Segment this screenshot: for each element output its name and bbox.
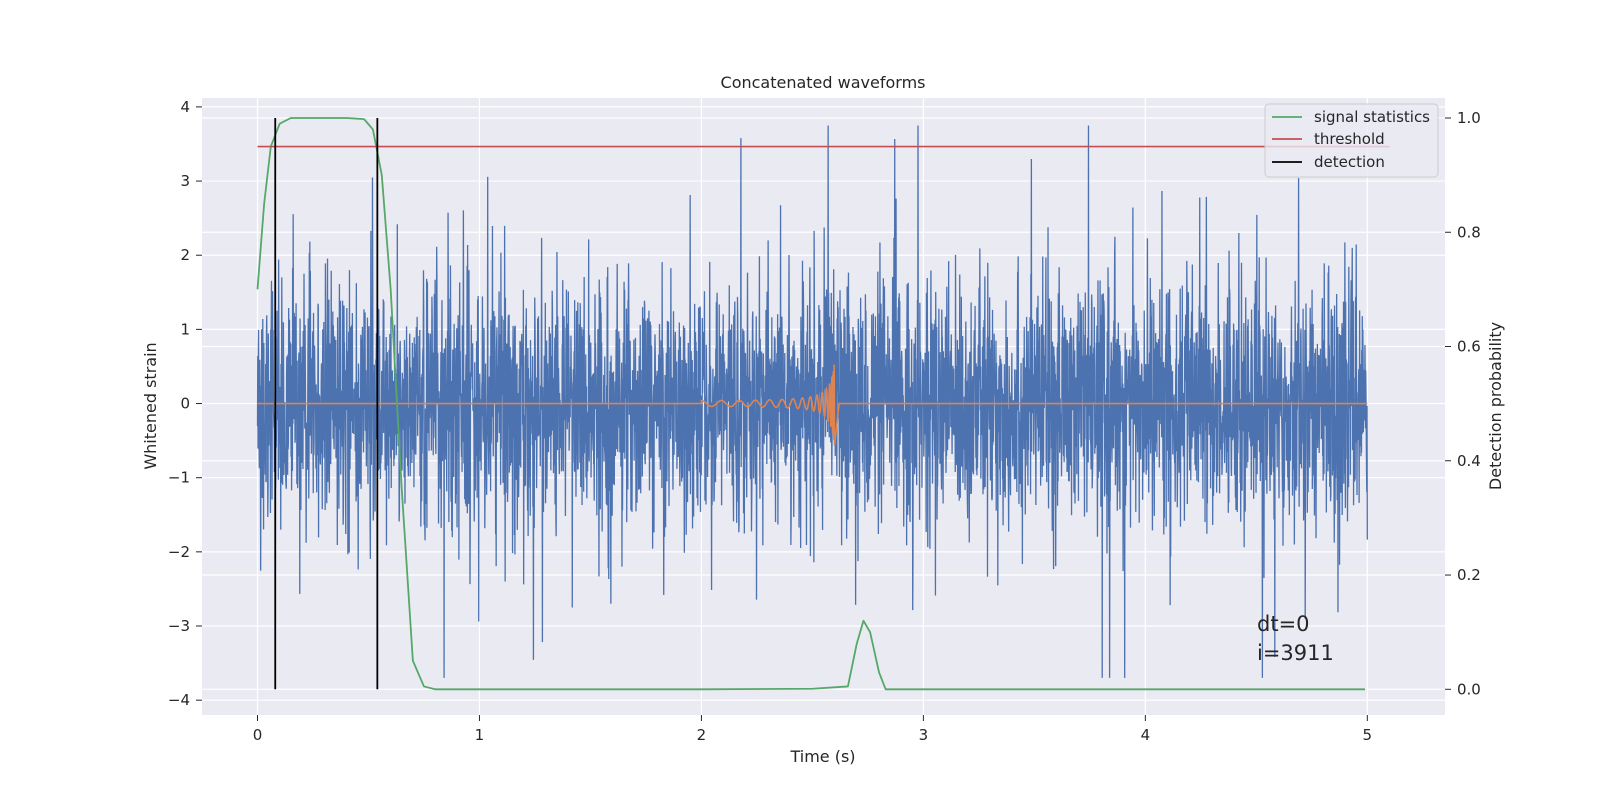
- y-tick-label-right: 1.0: [1457, 109, 1481, 127]
- annotation-index: i=3911: [1257, 641, 1334, 665]
- y-tick-label-left: −1: [168, 469, 190, 487]
- x-tick-label: 1: [475, 726, 485, 744]
- legend-label-signal-statistics: signal statistics: [1314, 108, 1430, 126]
- x-tick-label: 3: [919, 726, 929, 744]
- annotation-dt: dt=0: [1257, 612, 1310, 636]
- x-tick-label: 4: [1141, 726, 1151, 744]
- y-tick-label-left: 4: [180, 98, 190, 116]
- y-tick-label-left: 0: [180, 395, 190, 413]
- y-tick-label-left: 1: [180, 320, 190, 338]
- y-tick-label-right: 0.8: [1457, 223, 1481, 241]
- legend-label-threshold: threshold: [1314, 130, 1385, 148]
- data-series: [256, 117, 1390, 691]
- legend: signal statistics threshold detection: [1264, 103, 1439, 178]
- x-axis-label: Time (s): [789, 747, 855, 766]
- y-tick-label-left: 3: [180, 172, 190, 190]
- y-tick-label-left: −4: [168, 691, 190, 709]
- y-tick-label-left: −2: [168, 543, 190, 561]
- signal-statistics-line: [256, 117, 1366, 691]
- x-tick-label: 0: [253, 726, 263, 744]
- y-tick-label-right: 0.6: [1457, 338, 1481, 356]
- y-tick-label-left: −3: [168, 617, 190, 635]
- y-tick-label-right: 0.4: [1457, 452, 1481, 470]
- legend-box: [1264, 103, 1439, 178]
- chirp-waveform-line: [257, 364, 1368, 446]
- x-tick-label: 2: [697, 726, 707, 744]
- x-tick-label: 5: [1363, 726, 1373, 744]
- y-tick-label-left: 2: [180, 246, 190, 264]
- y-axis-label-left: Whitened strain: [141, 342, 160, 469]
- chart-title: Concatenated waveforms: [721, 73, 926, 92]
- y-tick-label-right: 0.0: [1457, 680, 1481, 698]
- y-axis-label-right: Detection probability: [1486, 322, 1505, 490]
- y-tick-label-right: 0.2: [1457, 566, 1481, 584]
- legend-label-detection: detection: [1314, 153, 1385, 171]
- axes: 0 1 2 3 4 5 −4 −3 −2 −1 0 1 2 3 4 0.0 0.2 0.4 0.6 0.8 1.0: [168, 98, 1481, 744]
